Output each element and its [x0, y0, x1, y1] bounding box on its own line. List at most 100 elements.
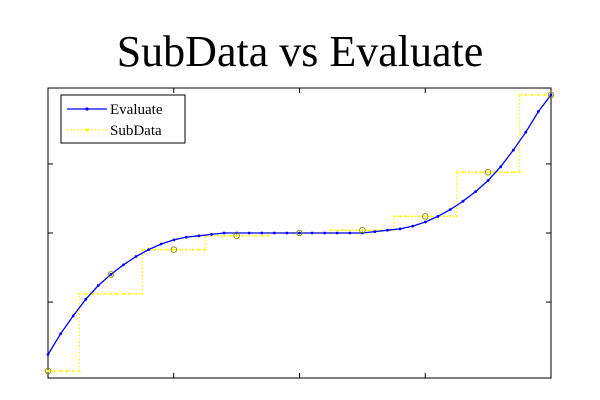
sample-point-marker	[44, 367, 52, 375]
subdata-point	[84, 292, 87, 295]
subdata-point	[518, 93, 521, 96]
axis-ticks	[48, 88, 551, 378]
subdata-point	[512, 171, 515, 174]
evaluate-point	[59, 332, 62, 336]
evaluate-point	[524, 130, 528, 134]
evaluate-point	[486, 179, 490, 182]
subdata-point	[172, 248, 175, 251]
subdata-point	[505, 171, 509, 174]
evaluate-point	[549, 93, 553, 97]
legend-subdata-marker	[85, 128, 89, 132]
evaluate-point	[159, 242, 163, 246]
subdata-point	[348, 229, 351, 232]
subdata-point	[160, 248, 163, 251]
subdata-point	[417, 215, 421, 218]
evaluate-point	[71, 314, 75, 318]
subdata-point	[260, 234, 263, 237]
subdata-point	[455, 215, 458, 218]
subdata-point	[97, 292, 100, 295]
subdata-point	[185, 248, 188, 251]
sample-point-marker	[107, 271, 115, 278]
evaluate-point	[335, 231, 339, 235]
evaluate-point	[298, 231, 301, 235]
evaluate-point	[310, 231, 314, 235]
evaluate-point	[197, 234, 201, 238]
evaluate-point	[210, 233, 213, 236]
subdata-point	[191, 248, 194, 251]
subdata-point	[424, 215, 427, 218]
evaluate-point	[247, 231, 251, 235]
legend-subdata-label: SubData	[110, 123, 162, 139]
evaluate-point	[96, 284, 100, 287]
chart-title: SubData vs Evaluate	[117, 27, 484, 76]
subdata-point	[222, 234, 226, 237]
evaluate-point	[373, 230, 377, 234]
evaluate-point	[147, 248, 151, 252]
subdata-point	[141, 248, 144, 251]
subdata-point	[329, 229, 332, 232]
evaluate-point	[423, 220, 427, 224]
subdata-point	[72, 370, 75, 373]
legend: Evaluate SubData	[60, 94, 186, 144]
subdata-point	[524, 93, 527, 96]
legend-evaluate-marker	[85, 107, 89, 111]
subdata-point	[134, 292, 138, 295]
sample-point-marker	[296, 229, 303, 237]
subdata-point	[361, 229, 364, 232]
subdata-point	[141, 292, 144, 295]
subdata-point	[480, 171, 483, 174]
subdata-point	[153, 248, 156, 251]
subdata-point	[543, 93, 546, 96]
evaluate-point	[474, 190, 477, 194]
subdata-point	[204, 248, 207, 251]
subdata-point	[455, 171, 458, 174]
subdata-point	[178, 248, 182, 251]
evaluate-point	[537, 110, 540, 113]
evaluate-point	[134, 255, 138, 258]
subdata-point	[430, 215, 433, 218]
evaluate-point	[436, 215, 440, 218]
evaluate-point	[449, 208, 452, 211]
legend-box	[60, 94, 186, 144]
subdata-point	[248, 234, 251, 237]
evaluate-point	[461, 199, 465, 203]
legend-evaluate-label: Evaluate	[110, 102, 163, 118]
subdata-point	[518, 171, 521, 174]
subdata-point	[355, 229, 358, 232]
evaluate-point	[84, 297, 88, 301]
subdata-point	[405, 215, 408, 218]
sample-point-marker	[359, 226, 366, 234]
subdata-point	[109, 292, 112, 295]
subdata-point	[267, 234, 270, 237]
subdata-point	[103, 292, 106, 295]
subdata-point	[499, 171, 502, 174]
evaluate-point	[323, 231, 327, 235]
evaluate-point	[122, 263, 125, 267]
subdata-point	[342, 229, 345, 232]
subdata-point	[78, 370, 81, 373]
sample-point-marker	[547, 91, 555, 99]
sample-point-marker	[484, 168, 492, 176]
subdata-point	[336, 229, 339, 232]
evaluate-point	[109, 273, 113, 276]
subdata-point	[468, 171, 471, 174]
subdata-point	[392, 215, 395, 218]
subdata-point	[461, 171, 465, 174]
evaluate-point	[285, 231, 289, 235]
subdata-point	[166, 248, 169, 251]
subdata-point	[128, 292, 131, 295]
subdata-point	[531, 93, 534, 96]
subdata-point	[116, 292, 119, 295]
subdata-point	[411, 215, 414, 218]
evaluate-point	[260, 231, 264, 235]
subdata-point	[443, 215, 446, 218]
evaluate-point	[46, 353, 50, 356]
subdata-point	[487, 171, 490, 174]
evaluate-point	[386, 228, 389, 232]
subdata-point	[449, 215, 452, 218]
evaluate-point	[348, 231, 352, 235]
subdata-point	[367, 229, 370, 232]
evaluate-point	[499, 165, 503, 169]
subdata-point	[537, 93, 540, 96]
